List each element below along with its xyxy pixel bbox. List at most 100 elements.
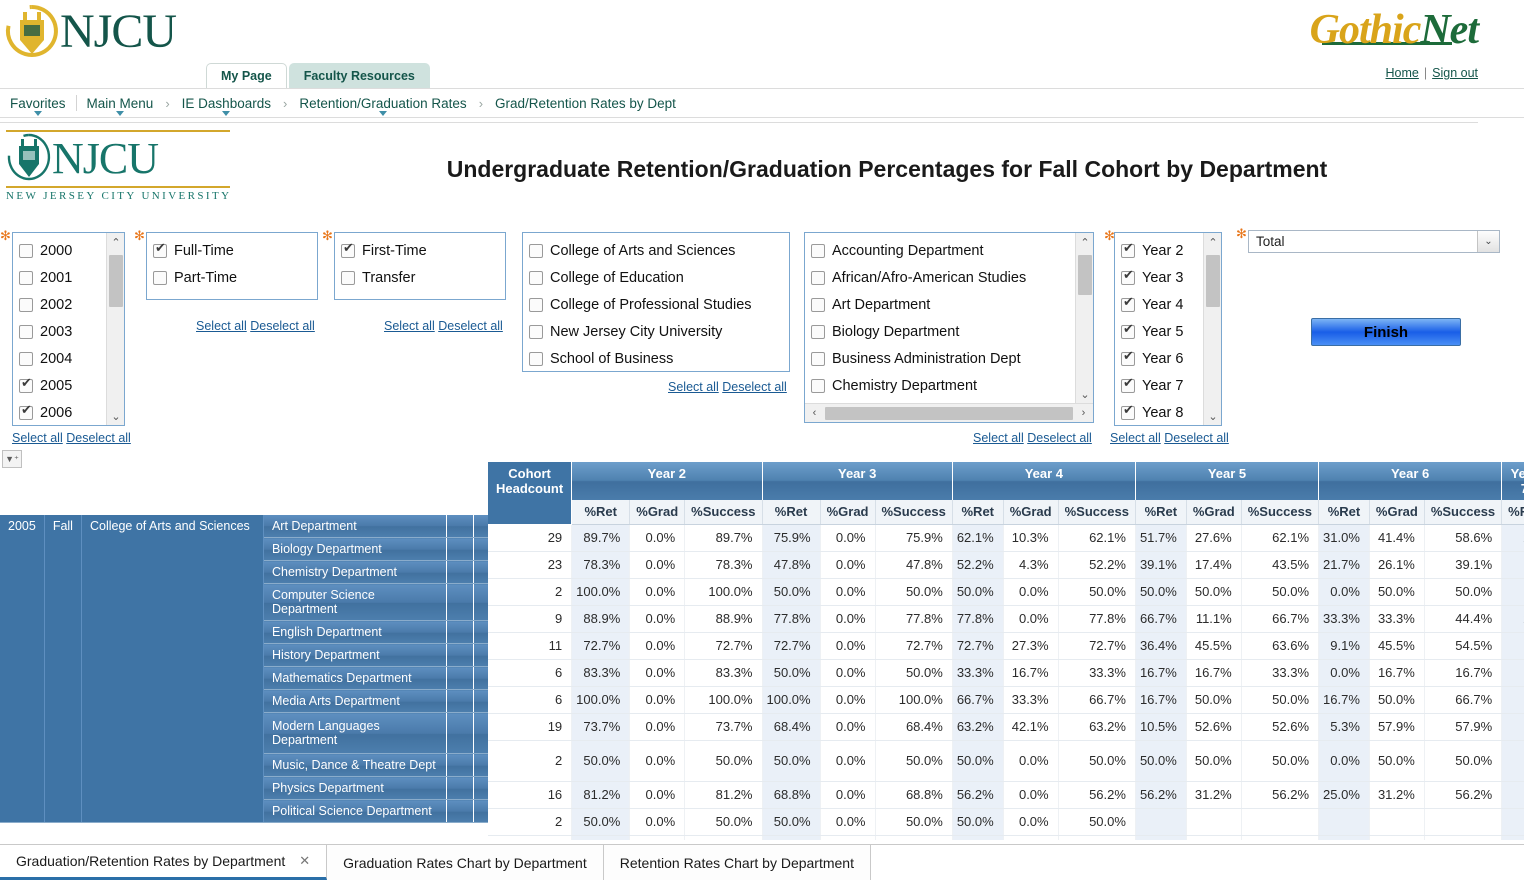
table-row[interactable]: 23 78.3% 0.0% 78.3% 47.8% 0.0% 47.8% 52.2% 4.3% 5… (488, 551, 1524, 579)
enrollment-option-part-time[interactable]: Part-Time (153, 264, 317, 291)
department-option-art[interactable]: Art Department (811, 291, 1075, 318)
student-type-option-first-time[interactable]: First-Time (341, 237, 505, 264)
checkbox-icon[interactable] (341, 270, 355, 285)
years-option-year-5[interactable]: Year 5 (1121, 318, 1221, 345)
scroll-down-icon[interactable]: ⌄ (107, 407, 124, 425)
checkbox-icon[interactable] (529, 297, 543, 312)
department-option-accounting[interactable]: Accounting Department (811, 237, 1075, 264)
table-row[interactable]: 6 83.3% 0.0% 83.3% 50.0% 0.0% 50.0% 33.3% 16.7% 3… (488, 659, 1524, 687)
years-option-year-3[interactable]: Year 3 (1121, 264, 1221, 291)
table-row[interactable]: 2 50.0% 0.0% 50.0% 50.0% 0.0% 50.0% 50.0% 0.0% 50… (488, 808, 1524, 836)
enrollment-status-deselect-all[interactable]: Deselect all (250, 319, 315, 333)
bottom-tab-graduation-retention-rates[interactable]: Graduation/Retention Rates by Department… (0, 845, 328, 880)
cohort-year-option-2004[interactable]: 2004 (19, 345, 124, 372)
years-option-year-2[interactable]: Year 2 (1121, 237, 1221, 264)
table-row[interactable]: 6 100.0% 0.0% 100.0% 100.0% 0.0% 100.0% 66.7% 33… (488, 686, 1524, 714)
tab-my-page[interactable]: My Page (206, 63, 287, 88)
college-option-school-of-business[interactable]: School of Business (529, 345, 789, 371)
table-row[interactable]: Physics Department (0, 776, 500, 800)
header-y6-grad[interactable]: %Grad (1369, 500, 1425, 525)
table-row[interactable]: 29 89.7% 0.0% 89.7% 75.9% 0.0% 75.9% 62.1% 10.3%… (488, 524, 1524, 552)
enrollment-status-select-all[interactable]: Select all (196, 319, 247, 333)
scroll-up-icon[interactable]: ⌃ (1076, 233, 1093, 251)
checkbox-icon[interactable] (1121, 295, 1135, 312)
header-y5-ret[interactable]: %Ret (1135, 500, 1187, 525)
checkbox-icon[interactable] (19, 351, 33, 366)
header-y2-ret[interactable]: %Ret (571, 500, 631, 525)
chevron-down-icon[interactable]: ⌄ (1477, 231, 1499, 252)
scroll-up-icon[interactable]: ⌃ (107, 233, 124, 251)
years-deselect-all[interactable]: Deselect all (1164, 431, 1229, 445)
home-link[interactable]: Home (1385, 66, 1419, 80)
checkbox-icon[interactable] (341, 241, 355, 258)
student-type-select-all[interactable]: Select all (384, 319, 435, 333)
college-option-arts-and-sciences[interactable]: College of Arts and Sciences (529, 237, 789, 264)
department-option-african-afro-american-studies[interactable]: African/Afro-American Studies (811, 264, 1075, 291)
header-y7-ret-clipped[interactable]: %Ret (1501, 500, 1524, 525)
checkbox-icon[interactable] (19, 376, 33, 393)
header-year-3[interactable]: Year 3 (762, 462, 953, 500)
table-row[interactable]: Mathematics Department (0, 666, 500, 690)
scroll-up-icon[interactable]: ⌃ (1204, 233, 1221, 251)
department-deselect-all[interactable]: Deselect all (1027, 431, 1092, 445)
years-listbox[interactable]: Year 2 Year 3 Year 4 Year 5 Year 6 Year … (1114, 232, 1222, 426)
bottom-tab-retention-rates-chart[interactable]: Retention Rates Chart by Department (603, 845, 871, 880)
cohort-year-scrollbar[interactable]: ⌃ ⌄ (106, 233, 124, 425)
scrollbar-thumb[interactable] (1078, 255, 1092, 295)
results-pivot-grid[interactable]: 2005 Fall College of Arts and Sciences A… (0, 462, 1524, 840)
scrollbar-thumb[interactable] (1206, 255, 1220, 307)
table-row[interactable]: 2005 Fall College of Arts and Sciences A… (0, 515, 500, 823)
checkbox-icon[interactable] (529, 351, 543, 366)
department-option-chemistry[interactable]: Chemistry Department (811, 372, 1075, 399)
table-row[interactable]: Media Arts Department (0, 689, 500, 713)
college-deselect-all[interactable]: Deselect all (722, 380, 787, 394)
checkbox-icon[interactable] (153, 241, 167, 258)
scroll-down-icon[interactable]: ⌄ (1076, 385, 1093, 403)
years-select-all[interactable]: Select all (1110, 431, 1161, 445)
enrollment-option-full-time[interactable]: Full-Time (153, 237, 317, 264)
scroll-left-icon[interactable]: ‹ (812, 407, 817, 419)
cohort-year-option-2005[interactable]: 2005 (19, 372, 124, 399)
aggregate-select[interactable]: Total ⌄ (1248, 230, 1500, 253)
header-year-5[interactable]: Year 5 (1135, 462, 1320, 500)
years-option-year-6[interactable]: Year 6 (1121, 345, 1221, 372)
breadcrumb-favorites[interactable]: Favorites (0, 96, 76, 116)
checkbox-icon[interactable] (811, 378, 825, 393)
checkbox-icon[interactable] (529, 243, 543, 258)
cohort-year-option-2001[interactable]: 2001 (19, 264, 124, 291)
student-type-listbox[interactable]: First-Time Transfer (334, 232, 506, 300)
checkbox-icon[interactable] (811, 270, 825, 285)
cohort-year-option-2002[interactable]: 2002 (19, 291, 124, 318)
table-row[interactable]: 19 73.7% 0.0% 73.7% 68.4% 0.0% 68.4% 63.2% 42.1%… (488, 713, 1524, 741)
table-row[interactable]: 7100.0%0.0%100.0%57.1%0.0%57.1%57.1%14.3… (488, 835, 1524, 840)
cohort-year-deselect-all[interactable]: Deselect all (66, 431, 131, 445)
header-year-6[interactable]: Year 6 (1318, 462, 1503, 500)
checkbox-icon[interactable] (811, 324, 825, 339)
college-select-all[interactable]: Select all (668, 380, 719, 394)
checkbox-icon[interactable] (19, 403, 33, 420)
breadcrumb-retention-graduation-rates[interactable]: Retention/Graduation Rates (289, 96, 476, 116)
header-y5-success[interactable]: %Success (1241, 500, 1320, 525)
table-row[interactable]: 2 100.0% 0.0% 100.0% 50.0% 0.0% 50.0% 50.0% 0.0%… (488, 578, 1524, 606)
header-year-7-clipped[interactable]: Year 7 (1501, 462, 1524, 500)
checkbox-icon[interactable] (19, 270, 33, 285)
college-option-education[interactable]: College of Education (529, 264, 789, 291)
table-row[interactable]: History Department (0, 643, 500, 667)
checkbox-icon[interactable] (529, 270, 543, 285)
cohort-year-option-2000[interactable]: 2000 (19, 237, 124, 264)
header-y4-grad[interactable]: %Grad (1003, 500, 1059, 525)
checkbox-icon[interactable] (1121, 403, 1135, 420)
header-y6-ret[interactable]: %Ret (1318, 500, 1370, 525)
checkbox-icon[interactable] (811, 351, 825, 366)
checkbox-icon[interactable] (811, 243, 825, 258)
header-year-2[interactable]: Year 2 (571, 462, 763, 500)
header-y3-ret[interactable]: %Ret (762, 500, 821, 525)
college-option-professional-studies[interactable]: College of Professional Studies (529, 291, 789, 318)
header-y4-success[interactable]: %Success (1058, 500, 1136, 525)
table-row[interactable]: 16 81.2% 0.0% 81.2% 68.8% 0.0% 68.8% 56.2% 0.0% 5… (488, 781, 1524, 809)
scroll-down-icon[interactable]: ⌄ (1204, 407, 1221, 425)
department-vertical-scrollbar[interactable]: ⌃ ⌄ (1075, 233, 1093, 403)
table-row[interactable]: Biology Department (0, 537, 500, 561)
table-row[interactable]: 2 50.0% 0.0% 50.0% 50.0% 0.0% 50.0% 50.0% 0.0% 50… (488, 740, 1524, 782)
header-cohort-headcount[interactable]: Cohort Headcount (488, 462, 573, 524)
